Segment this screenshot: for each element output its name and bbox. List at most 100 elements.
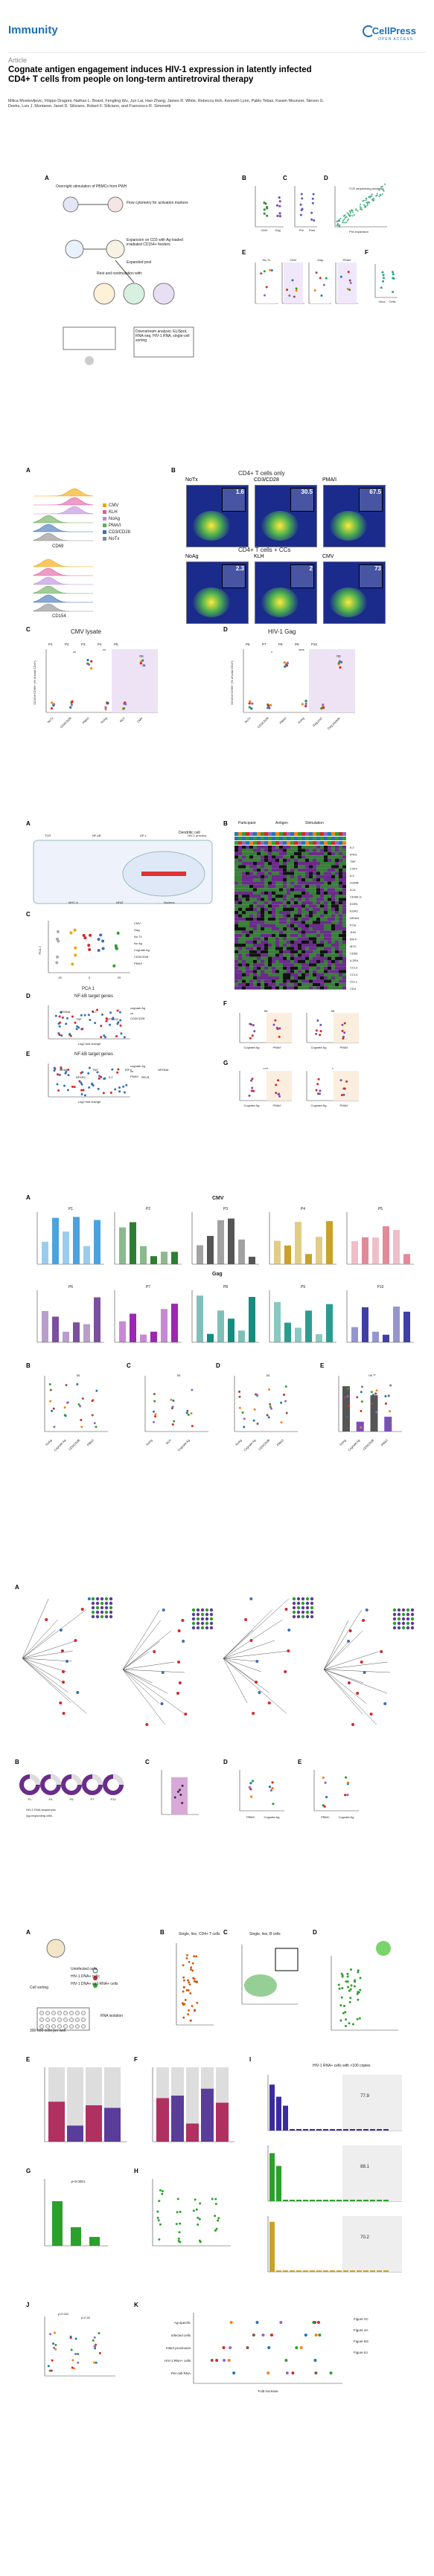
histogram-bar xyxy=(310,2270,315,2272)
tree-branch xyxy=(223,1650,290,1659)
heatmap-cell xyxy=(264,878,268,882)
histogram-bar xyxy=(383,2200,389,2201)
data-point xyxy=(343,1022,346,1025)
heatmap-cell xyxy=(246,950,249,954)
annotation-cell xyxy=(249,837,253,840)
heatmap-cell xyxy=(320,878,324,882)
heatmap-cell xyxy=(283,868,287,872)
heatmap-cell xyxy=(234,862,238,866)
heatmap-cell xyxy=(316,930,320,934)
bar xyxy=(83,1246,90,1264)
bar-segment xyxy=(186,2123,199,2142)
data-point xyxy=(320,707,323,710)
heatmap-cell xyxy=(283,901,287,905)
heatmap-cell xyxy=(246,976,249,980)
heatmap-cell xyxy=(339,881,342,885)
legend-label: vs xyxy=(130,1069,133,1073)
heatmap-cell xyxy=(253,924,257,927)
heatmap-cell xyxy=(268,875,272,878)
heatmap-cell xyxy=(320,966,324,970)
heatmap-cell xyxy=(301,970,305,973)
heatmap-cell xyxy=(238,986,242,990)
heatmap-cell xyxy=(298,976,301,980)
data-point xyxy=(93,2361,96,2364)
pca-point xyxy=(57,939,60,943)
heatmap-cell xyxy=(234,947,238,950)
volcano-point xyxy=(88,1066,91,1069)
heatmap-cell xyxy=(331,933,335,938)
panel-label: D xyxy=(223,1759,228,1765)
pca-point xyxy=(89,933,92,937)
highlight-region xyxy=(112,649,158,712)
heatmap-cell xyxy=(283,976,287,980)
tick-label: Cognate Ag xyxy=(311,1104,327,1107)
heatmap-cell xyxy=(272,911,275,915)
heatmap-cell xyxy=(331,872,335,875)
heatmap-cell xyxy=(242,927,246,931)
heatmap-cell xyxy=(339,865,342,869)
data-point xyxy=(329,2371,333,2374)
pca-point xyxy=(71,962,74,966)
tree-branch xyxy=(22,1640,77,1659)
data-point xyxy=(152,1410,155,1413)
heatmap-cell xyxy=(275,947,279,950)
heatmap-cell xyxy=(275,858,279,862)
heatmap-cell xyxy=(328,917,331,921)
data-point xyxy=(319,1030,322,1033)
clone-dot xyxy=(191,1621,196,1626)
heatmap-cell xyxy=(253,884,257,889)
tree-branch xyxy=(122,1669,165,1725)
data-point xyxy=(278,196,281,199)
data-point xyxy=(278,1027,281,1030)
bar xyxy=(362,1307,368,1342)
heatmap-cell xyxy=(287,963,290,967)
heatmap-cell xyxy=(309,950,313,954)
data-point xyxy=(95,2343,98,2346)
schematic-caption: RNA isolation xyxy=(100,2014,124,2018)
heatmap-cell xyxy=(234,875,238,878)
data-point xyxy=(275,204,279,207)
heatmap-cell xyxy=(238,875,242,878)
annotation-cell xyxy=(253,837,257,840)
annotation-cell xyxy=(335,837,339,840)
bar xyxy=(384,1417,392,1432)
heatmap-cell xyxy=(272,927,275,931)
heatmap-cell xyxy=(305,940,309,944)
heatmap-cell xyxy=(287,858,290,862)
data-point xyxy=(341,1023,344,1026)
heatmap-cell xyxy=(238,901,242,905)
bar xyxy=(393,1306,400,1342)
heatmap-cell xyxy=(320,970,324,973)
data-point xyxy=(367,203,369,205)
heatmap-cell xyxy=(279,895,283,898)
heatmap-cell xyxy=(339,950,342,954)
heatmap-cell xyxy=(331,927,335,931)
heatmap-cell xyxy=(272,891,275,895)
heatmap-cell xyxy=(328,924,331,927)
bar-segment xyxy=(86,2105,102,2142)
bar xyxy=(403,1311,410,1342)
heatmap-cell xyxy=(238,891,242,895)
volcano-point xyxy=(116,1023,119,1025)
data-point xyxy=(90,667,93,670)
data-point xyxy=(339,275,342,278)
donut-segment xyxy=(112,1774,124,1786)
tree-leaf xyxy=(74,1639,77,1642)
data-point xyxy=(142,664,145,667)
annotation-cell xyxy=(324,837,328,840)
data-point xyxy=(348,279,351,282)
bar-segment xyxy=(201,2088,214,2142)
flow-plot: 67.5 xyxy=(323,485,386,547)
heatmap-cell xyxy=(264,855,268,859)
panel-label: C xyxy=(26,626,31,633)
heatmap-cell xyxy=(313,933,316,938)
histogram-bar xyxy=(276,2166,281,2201)
heatmap-cell xyxy=(261,979,264,983)
panel-label: D xyxy=(216,1362,220,1369)
tree-branch xyxy=(223,1598,289,1659)
heatmap-cell xyxy=(238,851,242,856)
panel-label: E xyxy=(26,1051,31,1057)
data-point xyxy=(363,199,365,202)
clone-dot xyxy=(95,1610,100,1614)
heatmap-cell xyxy=(257,976,261,980)
